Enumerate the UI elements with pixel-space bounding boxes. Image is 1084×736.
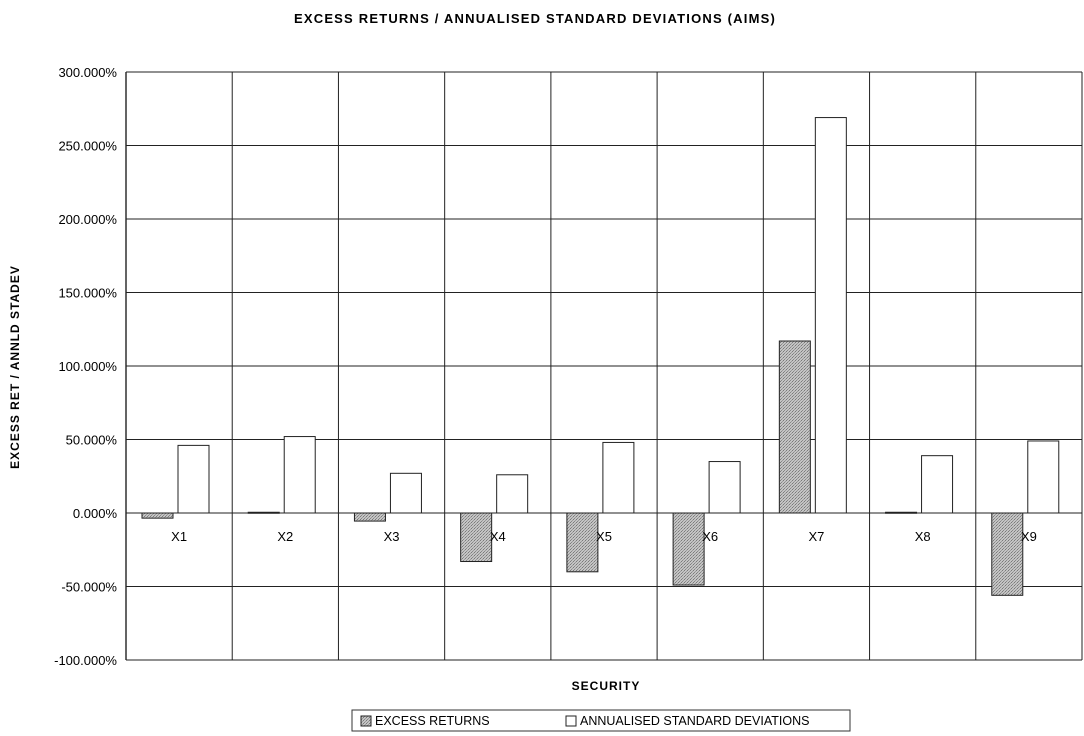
bar-annualised-sd-x7 (814, 117, 847, 514)
bar-annualised-sd-x5 (602, 441, 635, 514)
bar-excess-returns-x7 (778, 340, 811, 514)
legend: EXCESS RETURNS ANNUALISED STANDARD DEVIA… (351, 709, 851, 732)
bar-annualised-sd-x1 (177, 444, 210, 514)
category-label-x1: X1 (171, 529, 187, 544)
category-label-x9: X9 (1021, 529, 1037, 544)
y-tick-label: 50.000% (66, 433, 118, 448)
y-tick-label: 150.000% (58, 286, 117, 301)
bar-excess-returns-x8 (885, 511, 918, 514)
y-tick-label: 300.000% (58, 65, 117, 80)
y-tick-label: 100.000% (58, 359, 117, 374)
y-tick-label: -50.000% (61, 580, 117, 595)
bar-excess-returns-x5 (566, 512, 599, 573)
y-tick-labels: 300.000% 250.000% 200.000% 150.000% 100.000%… (54, 65, 117, 668)
category-label-x8: X8 (915, 529, 931, 544)
category-label-x6: X6 (702, 529, 718, 544)
bar-annualised-sd-x3 (389, 472, 422, 514)
category-label-x2: X2 (277, 529, 293, 544)
bar-excess-returns-x1 (141, 512, 174, 519)
y-axis-title: EXCESS RET / ANNLD STADEV (8, 265, 22, 469)
bar-excess-returns-x3 (353, 512, 386, 522)
y-tick-label: 0.000% (73, 506, 118, 521)
y-tick-label: 200.000% (58, 212, 117, 227)
bar-excess-returns-x4 (460, 512, 493, 563)
legend-label-annualised-sd: ANNUALISED STANDARD DEVIATIONS (580, 714, 809, 728)
legend-label-excess-returns: EXCESS RETURNS (375, 714, 490, 728)
bar-annualised-sd-x8 (921, 455, 954, 514)
category-label-x5: X5 (596, 529, 612, 544)
category-labels: X1 X2 X3 X4 X5 X6 X7 X8 X9 (171, 529, 1037, 544)
bar-annualised-sd-x2 (283, 436, 316, 514)
category-label-x7: X7 (808, 529, 824, 544)
y-tick-label: -100.000% (54, 653, 117, 668)
bars (141, 117, 1060, 596)
bar-annualised-sd-x9 (1027, 440, 1060, 514)
gridlines (125, 71, 1083, 661)
legend-swatch-annualised-sd (565, 715, 577, 727)
bar-excess-returns-x6 (672, 512, 705, 586)
legend-swatch-excess-returns (360, 715, 372, 727)
bar-annualised-sd-x6 (708, 461, 741, 514)
bar-excess-returns-x2 (247, 511, 280, 514)
chart-title: EXCESS RETURNS / ANNUALISED STANDARD DEV… (294, 11, 776, 26)
x-axis-title: SECURITY (572, 679, 641, 693)
category-label-x3: X3 (384, 529, 400, 544)
bar-excess-returns-x9 (991, 512, 1024, 596)
y-tick-label: 250.000% (58, 139, 117, 154)
category-label-x4: X4 (490, 529, 506, 544)
bar-annualised-sd-x4 (496, 474, 529, 514)
